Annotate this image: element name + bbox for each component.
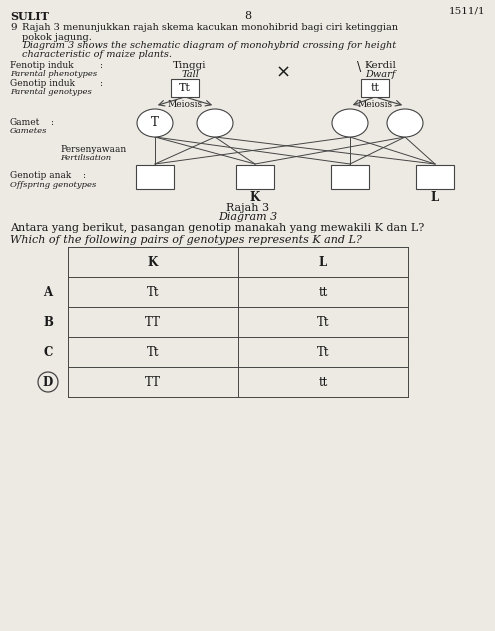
Text: K: K <box>148 256 158 269</box>
Ellipse shape <box>332 109 368 137</box>
Text: 1511/1: 1511/1 <box>448 6 485 15</box>
Text: pokok jagung.: pokok jagung. <box>22 33 92 42</box>
Text: Gamet: Gamet <box>10 118 41 127</box>
Text: Fertilisation: Fertilisation <box>60 154 111 162</box>
Text: 9: 9 <box>10 23 17 32</box>
Text: L: L <box>431 191 439 204</box>
Text: Tt: Tt <box>179 83 191 93</box>
Text: Meiosis: Meiosis <box>357 100 393 109</box>
Text: Tt: Tt <box>317 316 329 329</box>
Text: Genotip induk: Genotip induk <box>10 79 75 88</box>
Text: L: L <box>319 256 327 269</box>
Text: B: B <box>43 316 53 329</box>
Ellipse shape <box>197 109 233 137</box>
Text: \: \ <box>357 61 361 74</box>
Text: D: D <box>43 375 53 389</box>
Circle shape <box>38 372 58 392</box>
Text: characteristic of maize plants.: characteristic of maize plants. <box>22 50 172 59</box>
Text: Tt: Tt <box>147 285 159 298</box>
Text: SULIT: SULIT <box>10 11 49 22</box>
Text: Fenotip induk: Fenotip induk <box>10 61 74 70</box>
Text: Dwarf: Dwarf <box>365 70 395 79</box>
Text: Rajah 3: Rajah 3 <box>226 203 270 213</box>
Bar <box>331 165 369 189</box>
Text: tt: tt <box>318 285 328 298</box>
Bar <box>136 165 174 189</box>
Text: T: T <box>151 117 159 129</box>
Bar <box>171 79 199 97</box>
Text: tt: tt <box>318 375 328 389</box>
Text: Kerdil: Kerdil <box>364 61 396 70</box>
Text: :: : <box>82 171 85 180</box>
Text: C: C <box>44 346 52 358</box>
Text: Tall: Tall <box>181 70 199 79</box>
Ellipse shape <box>137 109 173 137</box>
Text: Which of the following pairs of genotypes represents K and L?: Which of the following pairs of genotype… <box>10 235 362 245</box>
Text: TT: TT <box>145 375 161 389</box>
Bar <box>416 165 454 189</box>
Text: Antara yang berikut, pasangan genotip manakah yang mewakili K dan L?: Antara yang berikut, pasangan genotip ma… <box>10 223 424 233</box>
Bar <box>236 165 274 189</box>
Text: Gametes: Gametes <box>10 127 48 135</box>
Text: Parental genotypes: Parental genotypes <box>10 88 92 96</box>
Bar <box>361 79 389 97</box>
Text: Tinggi: Tinggi <box>173 61 207 70</box>
Text: K: K <box>250 191 260 204</box>
Text: Offspring genotypes: Offspring genotypes <box>10 181 96 189</box>
Text: Genotip anak: Genotip anak <box>10 171 71 180</box>
Text: Tt: Tt <box>147 346 159 358</box>
Text: ×: × <box>275 64 291 82</box>
Text: tt: tt <box>370 83 380 93</box>
Text: Diagram 3: Diagram 3 <box>218 212 278 222</box>
Text: Tt: Tt <box>317 346 329 358</box>
Text: Parental phenotypes: Parental phenotypes <box>10 70 97 78</box>
Text: Meiosis: Meiosis <box>167 100 202 109</box>
Text: Rajah 3 menunjukkan rajah skema kacukan monohibrid bagi ciri ketinggian: Rajah 3 menunjukkan rajah skema kacukan … <box>22 23 398 32</box>
Text: TT: TT <box>145 316 161 329</box>
Text: :: : <box>99 61 102 70</box>
Text: :: : <box>50 118 53 127</box>
Text: :: : <box>99 79 102 88</box>
Text: A: A <box>44 285 52 298</box>
Text: 8: 8 <box>245 11 251 21</box>
Text: Diagram 3 shows the schematic diagram of monohybrid crossing for height: Diagram 3 shows the schematic diagram of… <box>22 41 396 50</box>
Text: Persenyawaan: Persenyawaan <box>60 145 126 154</box>
Ellipse shape <box>387 109 423 137</box>
